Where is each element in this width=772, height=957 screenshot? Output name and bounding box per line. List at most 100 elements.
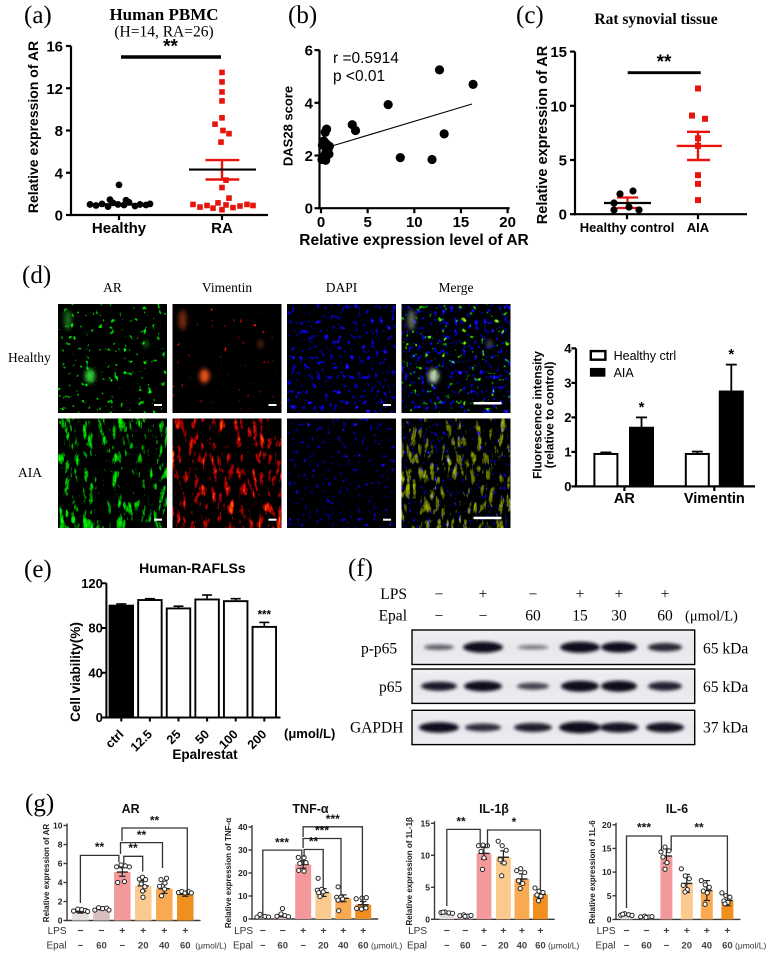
svg-text:5: 5 — [425, 882, 430, 892]
svg-text:5: 5 — [559, 153, 567, 170]
svg-text:Healthy: Healthy — [92, 220, 147, 237]
svg-text:**: ** — [456, 815, 466, 829]
svg-text:TNF-α: TNF-α — [292, 802, 328, 816]
svg-text:−: − — [479, 608, 488, 625]
svg-text:LPS: LPS — [380, 586, 407, 603]
svg-text:DAS28 score: DAS28 score — [281, 86, 296, 166]
svg-text:(μmol/L): (μmol/L) — [685, 609, 738, 625]
svg-text:(a): (a) — [24, 2, 52, 29]
svg-text:−: − — [300, 941, 306, 952]
svg-text:**: ** — [163, 37, 178, 58]
svg-text:−: − — [78, 941, 84, 952]
svg-text:+: + — [161, 925, 167, 937]
svg-text:−: − — [462, 925, 468, 937]
svg-text:−: − — [120, 941, 126, 952]
svg-text:16: 16 — [46, 39, 63, 56]
svg-text:*: * — [512, 815, 517, 829]
svg-text:***: *** — [258, 610, 272, 622]
svg-text:**: ** — [309, 835, 319, 849]
svg-text:60: 60 — [641, 941, 652, 952]
svg-text:Epal: Epal — [379, 608, 407, 625]
svg-text:**: ** — [694, 821, 704, 835]
svg-text:−: − — [77, 925, 83, 937]
svg-text:40: 40 — [338, 941, 349, 952]
svg-text:0: 0 — [607, 914, 612, 924]
svg-text:+: + — [182, 925, 188, 937]
svg-text:15: 15 — [550, 44, 567, 61]
svg-text:IL-6: IL-6 — [666, 802, 688, 816]
svg-text:+: + — [140, 925, 146, 937]
svg-text:(f): (f) — [348, 555, 373, 582]
svg-text:60: 60 — [96, 941, 107, 952]
svg-text:AIA: AIA — [18, 465, 42, 480]
svg-text:+: + — [519, 925, 525, 937]
svg-text:RA: RA — [211, 220, 233, 237]
svg-text:30: 30 — [238, 845, 248, 855]
svg-text:60: 60 — [358, 941, 369, 952]
svg-text:**: ** — [137, 828, 147, 842]
svg-text:Healthy ctrl: Healthy ctrl — [614, 349, 677, 363]
svg-text:12.5: 12.5 — [128, 727, 155, 754]
svg-text:60: 60 — [525, 608, 541, 625]
svg-text:LPS: LPS — [597, 926, 616, 937]
svg-text:+: + — [663, 925, 669, 937]
svg-text:40: 40 — [517, 941, 528, 952]
svg-text:−: − — [260, 941, 266, 952]
svg-text:+: + — [537, 925, 543, 937]
svg-text:Relative expression of AR: Relative expression of AR — [535, 45, 551, 224]
svg-text:15: 15 — [421, 818, 431, 828]
svg-text:4: 4 — [564, 341, 572, 356]
svg-text:***: *** — [637, 821, 651, 835]
svg-text:Relative expression of TNF-α: Relative expression of TNF-α — [224, 818, 233, 928]
svg-text:−: − — [444, 941, 450, 952]
svg-text:(c): (c) — [516, 2, 544, 29]
svg-text:(μmol/L): (μmol/L) — [195, 941, 227, 951]
svg-text:(d): (d) — [22, 262, 51, 289]
svg-text:Relative expression of AR: Relative expression of AR — [42, 824, 51, 923]
svg-text:+: + — [661, 586, 670, 603]
svg-text:+: + — [724, 925, 730, 937]
svg-text:Relative expression of AR: Relative expression of AR — [25, 41, 41, 213]
svg-text:*: * — [639, 399, 645, 416]
svg-text:Healthy control: Healthy control — [580, 220, 675, 235]
svg-text:0: 0 — [317, 214, 325, 231]
svg-text:20: 20 — [499, 214, 516, 231]
svg-text:50: 50 — [192, 727, 212, 747]
svg-text:2: 2 — [564, 410, 571, 425]
svg-text:(b): (b) — [288, 2, 317, 29]
svg-text:20: 20 — [318, 941, 329, 952]
svg-text:60: 60 — [535, 941, 546, 952]
svg-text:p65: p65 — [379, 679, 403, 696]
svg-text:Epal: Epal — [595, 941, 615, 952]
svg-text:0: 0 — [55, 208, 63, 225]
svg-text:15: 15 — [572, 608, 588, 625]
svg-text:20: 20 — [682, 941, 693, 952]
svg-text:60: 60 — [277, 941, 288, 952]
svg-text:LPS: LPS — [48, 926, 67, 937]
svg-text:60: 60 — [460, 941, 471, 952]
svg-text:***: *** — [315, 824, 329, 838]
svg-text:3: 3 — [564, 375, 571, 390]
svg-text:40: 40 — [159, 941, 170, 952]
svg-text:***: *** — [275, 836, 289, 850]
svg-text:10: 10 — [406, 214, 423, 231]
svg-text:−: − — [260, 925, 266, 937]
svg-text:Healthy: Healthy — [8, 350, 51, 365]
svg-text:+: + — [704, 925, 710, 937]
svg-text:−: − — [643, 925, 649, 937]
svg-text:DAPI: DAPI — [326, 280, 358, 295]
svg-text:60: 60 — [722, 941, 733, 952]
svg-text:***: *** — [326, 812, 340, 826]
svg-text:−: − — [624, 941, 630, 952]
svg-text:(μmol/L): (μmol/L) — [371, 941, 403, 951]
svg-text:2: 2 — [305, 148, 313, 165]
svg-text:1: 1 — [564, 444, 571, 459]
svg-text:p <0.01: p <0.01 — [333, 68, 385, 85]
svg-text:37 kDa: 37 kDa — [703, 720, 748, 737]
svg-text:−: − — [444, 925, 450, 937]
svg-text:Human-RAFLSs: Human-RAFLSs — [139, 560, 246, 576]
svg-text:LPS: LPS — [234, 926, 253, 937]
svg-text:−: − — [98, 925, 104, 937]
svg-text:40: 40 — [238, 822, 248, 832]
svg-text:**: ** — [95, 840, 105, 854]
